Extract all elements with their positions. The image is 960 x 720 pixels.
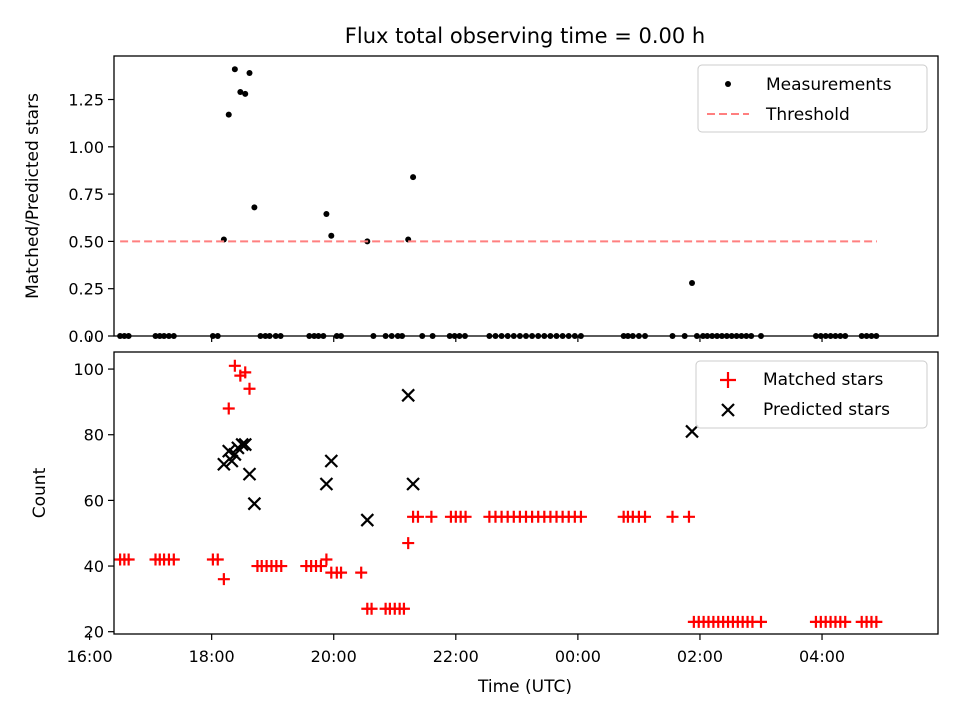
matched-star-point <box>365 602 378 615</box>
measurement-point <box>689 280 696 287</box>
bottom-y-tick-label: 60 <box>84 491 104 510</box>
legend-predicted-marker <box>721 403 735 417</box>
measurement-point <box>237 88 244 95</box>
bottom-y-axis-label: Count <box>30 467 50 518</box>
legend-measurements-label: Measurements <box>766 75 892 95</box>
matched-star-point <box>211 553 224 566</box>
measurement-point <box>323 210 330 217</box>
matched-star-point <box>459 510 472 523</box>
legend-threshold-label: Threshold <box>765 105 850 125</box>
matched-star-point <box>425 510 438 523</box>
x-tick-label: 02:00 <box>677 647 723 666</box>
matched-star-point <box>639 510 652 523</box>
predicted-star-point <box>247 496 262 511</box>
matched-star-point <box>397 602 410 615</box>
predicted-star-point <box>360 513 375 527</box>
legend-measurements-marker <box>725 81 731 87</box>
top-legend-frame <box>697 64 928 133</box>
x-tick-label: 20:00 <box>311 647 357 666</box>
matched-star-point <box>167 553 180 566</box>
bottom-x-axis-label: Time (UTC) <box>477 677 572 697</box>
matched-star-point <box>275 560 288 573</box>
matched-star-point <box>574 510 587 523</box>
predicted-star-point <box>238 437 253 452</box>
matched-star-point <box>870 615 883 628</box>
matched-star-point <box>411 510 424 523</box>
bottom-panel: 20 40 60 80 100 16:00 18:00 20:00 22:00 00:00 02:… <box>30 351 939 697</box>
bottom-axes-frame <box>113 351 939 635</box>
predicted-star-point <box>319 477 334 491</box>
legend-predicted-label: Predicted stars <box>763 400 890 420</box>
x-tick-label: 22:00 <box>433 647 479 666</box>
measurement-point <box>246 70 253 77</box>
matched-star-point <box>222 402 235 415</box>
legend-matched-label: Matched stars <box>763 370 883 390</box>
top-y-tick-label: 1.25 <box>68 91 104 110</box>
legend-matched-marker <box>720 372 736 388</box>
bottom-y-axis-ticks: 20 40 60 80 100 <box>73 360 114 642</box>
bottom-y-tick-label: 20 <box>84 623 104 642</box>
bottom-y-tick-label: 100 <box>73 360 104 379</box>
measurement-point <box>242 90 249 97</box>
top-y-tick-label: 0.00 <box>68 327 104 346</box>
top-legend: Measurements Threshold <box>697 64 928 133</box>
matched-star-point <box>335 566 348 579</box>
predicted-star-point <box>235 437 249 452</box>
matched-star-point <box>682 510 695 523</box>
predicted-star-point <box>685 424 699 439</box>
matched-star-point <box>228 359 241 372</box>
predicted-star-point <box>406 477 420 491</box>
bottom-y-tick-label: 80 <box>84 426 104 445</box>
matched-star-point <box>839 615 852 628</box>
matched-star-point <box>754 615 767 628</box>
chart-title: Flux total observing time = 0.00 h <box>345 24 705 48</box>
matched-star-point <box>239 366 252 379</box>
matched-star-point <box>666 510 679 523</box>
top-y-axis-ticks: 0.00 0.25 0.50 0.75 1.00 1.25 <box>68 91 114 346</box>
predicted-star-point <box>225 454 239 468</box>
top-y-tick-label: 0.75 <box>68 185 104 204</box>
matched-star-point <box>320 553 333 566</box>
bottom-y-tick-label: 40 <box>84 557 104 576</box>
predicted-star-point <box>242 467 257 481</box>
x-tick-label: 00:00 <box>555 647 601 666</box>
top-x-axis-ticks <box>88 336 823 342</box>
top-y-axis-label: Matched/Predicted stars <box>23 93 43 299</box>
x-tick-label: 18:00 <box>189 647 235 666</box>
bottom-legend: Matched stars Predicted stars <box>695 360 928 429</box>
x-tick-label: 16:00 <box>67 647 113 666</box>
measurement-point <box>328 232 335 239</box>
predicted-star-point <box>228 447 242 462</box>
top-y-tick-label: 0.25 <box>68 280 104 299</box>
measurement-point <box>225 111 232 118</box>
matched-star-point <box>355 566 368 579</box>
matched-star-point <box>243 382 256 395</box>
top-axes-frame <box>113 55 939 337</box>
measurement-point <box>231 66 238 73</box>
x-tick-label: 04:00 <box>799 647 845 666</box>
matched-star-point <box>314 560 327 573</box>
matched-star-point <box>402 537 415 550</box>
matched-star-point <box>122 553 135 566</box>
matched-star-point <box>217 573 230 586</box>
predicted-star-point <box>324 454 339 468</box>
measurement-point <box>251 204 258 211</box>
predicted-star-point <box>401 388 415 403</box>
bottom-legend-frame <box>695 360 928 429</box>
predicted-star-point <box>217 457 231 472</box>
measurement-point <box>410 174 417 181</box>
bottom-x-axis-ticks: 16:00 18:00 20:00 22:00 00:00 02:00 04:00 <box>67 634 845 666</box>
top-panel: 0.00 0.25 0.50 0.75 1.00 1.25 Matched/Predict… <box>23 55 939 346</box>
top-y-tick-label: 1.00 <box>68 138 104 157</box>
top-y-tick-label: 0.50 <box>68 232 104 251</box>
bottom-marks <box>114 359 883 628</box>
